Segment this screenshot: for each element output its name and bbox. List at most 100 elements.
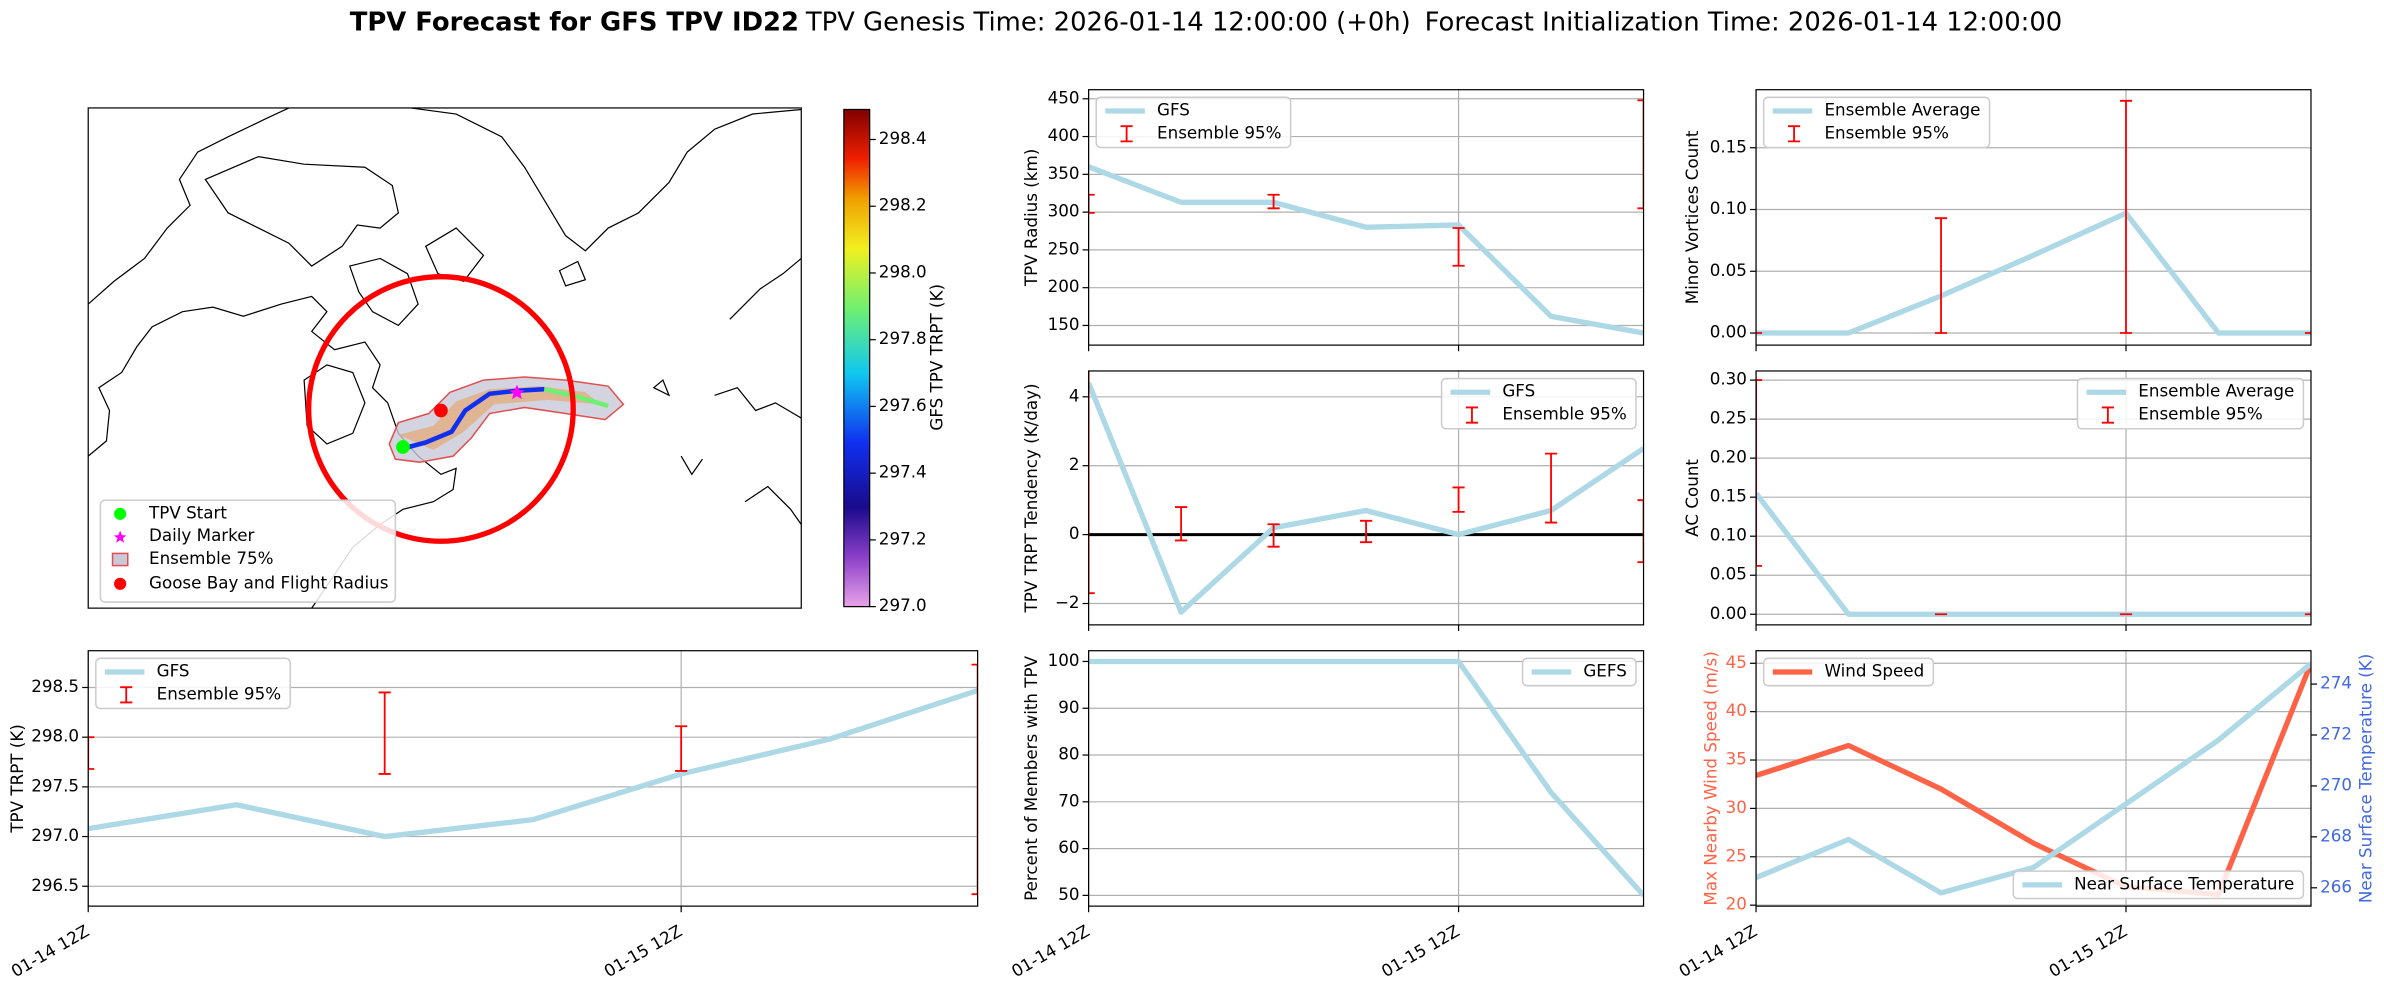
track: [543, 386, 609, 409]
legend-marker: [114, 507, 127, 520]
error-bar: [378, 691, 391, 775]
error-bar: [1452, 486, 1465, 513]
error-bar: [1637, 499, 1644, 564]
island: [558, 260, 671, 397]
legend-label: Ensemble Average: [2138, 381, 2294, 401]
map-frame: [87, 107, 802, 609]
y2-axis-label: Near Surface Temperature (K): [2356, 654, 2376, 903]
error-bar: [1359, 519, 1373, 544]
legend-label: Ensemble 95%: [1157, 122, 1281, 142]
y-tick-label: 296.5: [31, 875, 79, 895]
y-tick-label: 20: [1726, 894, 1747, 914]
y-tick-label: 0.05: [1710, 260, 1747, 280]
colorbar-tick-label: 297.6: [879, 395, 927, 415]
error-bar: [1088, 193, 1095, 214]
y-tick-label: 0.25: [1710, 408, 1747, 428]
y-tick-label: 298.5: [31, 676, 79, 696]
error-bar: [1544, 452, 1558, 524]
y-tick-label: 2: [1069, 454, 1080, 474]
y2-tick-label: 272: [2320, 724, 2352, 744]
series-line: [1756, 491, 2311, 617]
series-line: [1756, 210, 2311, 336]
y-tick-label: 70: [1058, 790, 1079, 810]
tpv-start: [396, 440, 410, 454]
title-main: TPV Forecast for GFS TPV ID22: [350, 7, 799, 37]
y-tick-label: 50: [1058, 884, 1079, 904]
y-tick-label: 30: [1726, 797, 1747, 817]
series-line: [1756, 661, 2311, 896]
legend-label: GEFS: [1583, 660, 1626, 680]
y-tick-label: 297.5: [31, 775, 79, 795]
error-bar: [1756, 379, 1763, 567]
error-bar: [1267, 193, 1280, 210]
error-bar: [1934, 217, 1948, 334]
x-tick-label: 01-14 12Z: [1008, 921, 1093, 982]
legend-label: Ensemble 75%: [149, 548, 273, 568]
axes-frame: [1755, 650, 2312, 907]
legend-label: Goose Bay and Flight Radius: [149, 572, 388, 592]
y-axis-label: AC Count: [1682, 459, 1702, 537]
x-tick-label: 01-15 12Z: [1378, 921, 1463, 982]
legend: Ensemble Average Ensemble 95%: [1762, 96, 1991, 149]
x-tick-label: 01-15 12Z: [2045, 921, 2130, 982]
axes-frame: [1088, 370, 1645, 626]
legend-label: Ensemble 95%: [2138, 404, 2262, 424]
colorbar-label: GFS TPV TRPT (K): [927, 284, 947, 431]
colorbar-tick-label: 298.4: [879, 128, 927, 148]
series-line: [88, 687, 978, 840]
legend: Wind Speed: [1762, 657, 1935, 687]
title-genesis: TPV Genesis Time: 2026-01-14 12:00:00 (+…: [805, 7, 1411, 37]
legend-label: GFS: [1502, 381, 1535, 401]
title-init: Forecast Initialization Time: 2026-01-14…: [1425, 7, 2063, 37]
y-axis-label: TPV TRPT Tendency (K/day): [1021, 383, 1041, 613]
y-tick-label: 40: [1726, 700, 1747, 720]
colorbar-tick-label: 297.4: [879, 462, 927, 482]
error-bar: [88, 736, 95, 770]
error-bar: [675, 725, 688, 772]
legend-label: Near Surface Temperature: [2074, 873, 2294, 893]
legend: GFS Ensemble 95%: [1440, 377, 1637, 430]
y-tick-label: 4: [1069, 385, 1080, 405]
series-line: [1756, 662, 2311, 898]
goose-bay: [434, 403, 448, 418]
legend-marker: [114, 577, 127, 590]
legend-marker: [111, 552, 129, 567]
axes-frame: [1088, 650, 1645, 907]
coastline: [348, 227, 485, 327]
axes-frame: [87, 650, 979, 907]
legend-label: Ensemble Average: [1824, 99, 1980, 119]
error-bar: [971, 663, 978, 896]
y2-tick-label: 270: [2320, 774, 2352, 794]
y-tick-label: 0.20: [1710, 447, 1747, 467]
legend-box: [2012, 870, 2305, 900]
y-tick-label: 35: [1726, 749, 1747, 769]
error-bar: [1088, 370, 1095, 595]
legend-symbol: [2101, 406, 2114, 424]
legend: GFS Ensemble 95%: [95, 657, 291, 710]
x-tick-label: 01-15 12Z: [600, 921, 685, 982]
y-tick-label: 200: [1048, 276, 1080, 296]
y-tick-label: 90: [1058, 697, 1079, 717]
y-tick-label: 80: [1058, 744, 1079, 764]
y-tick-label: 350: [1048, 163, 1080, 183]
series-line: [1088, 164, 1644, 336]
legend-box: [1762, 657, 1935, 687]
y-tick-label: 0.10: [1710, 525, 1747, 545]
greenland: [410, 107, 802, 252]
y2-tick-label: 268: [2320, 825, 2352, 845]
y-tick-label: 0.30: [1710, 369, 1747, 389]
legend: GEFS: [1521, 657, 1637, 687]
legend-symbol: [1787, 125, 1801, 143]
y-tick-label: 298.0: [31, 726, 79, 746]
x-tick-label: 01-14 12Z: [1675, 921, 1760, 982]
legend: Ensemble Average Ensemble 95%: [2076, 377, 2305, 430]
y-tick-label: 0.00: [1710, 322, 1747, 342]
legend-label: Ensemble 95%: [1824, 122, 1948, 142]
y-tick-label: 300: [1048, 201, 1080, 221]
axes-frame: [1755, 370, 2312, 626]
error-bar: [1267, 523, 1280, 548]
legend: GFS Ensemble 95%: [1095, 96, 1292, 149]
legend: Near Surface Temperature: [2012, 870, 2305, 900]
legend-box: [1521, 657, 1637, 687]
